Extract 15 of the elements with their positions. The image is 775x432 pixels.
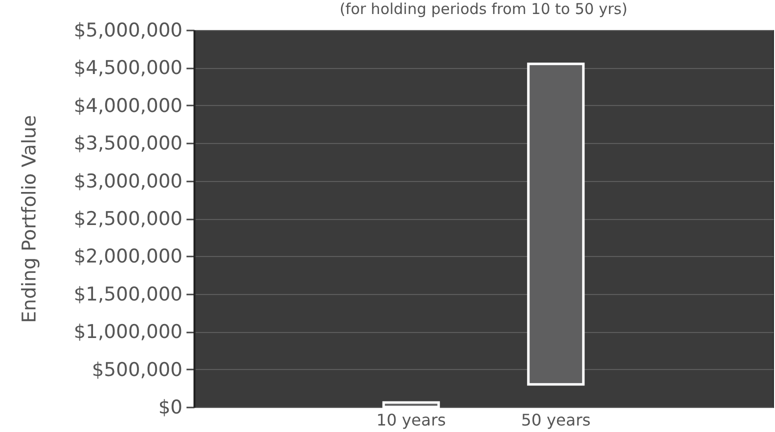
y-tick-label: $2,000,000 xyxy=(74,246,182,268)
y-tick-label: $1,500,000 xyxy=(74,283,182,306)
y-tick-label: $500,000 xyxy=(92,358,182,381)
y-axis-title: Ending Portfolio Value xyxy=(18,115,41,323)
y-tick-label: $4,500,000 xyxy=(74,57,182,80)
y-tick-label: $1,000,000 xyxy=(74,321,182,344)
y-tick-label: $2,500,000 xyxy=(74,208,182,230)
x-tick-label: 50 years xyxy=(521,410,591,430)
y-tick-label: $3,500,000 xyxy=(74,132,182,155)
y-tick-label: $5,000,000 xyxy=(74,20,182,42)
chart-title: (for holding periods from 10 to 50 yrs) xyxy=(340,0,628,18)
y-tick-label: $0 xyxy=(158,396,182,418)
x-tick-label: 10 years xyxy=(376,410,446,430)
y-tick-label: $4,000,000 xyxy=(74,94,182,117)
y-tick-label: $3,000,000 xyxy=(74,170,182,192)
